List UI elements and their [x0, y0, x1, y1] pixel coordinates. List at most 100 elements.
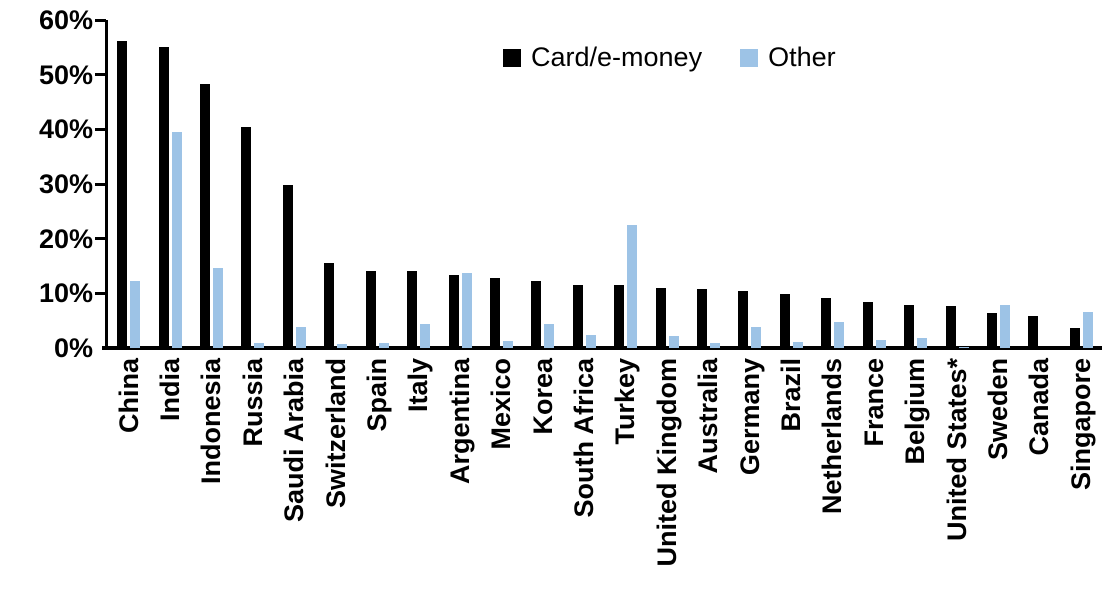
bar-other: [420, 323, 431, 348]
x-label: Indonesia: [196, 358, 227, 485]
x-label-cell: South Africa: [563, 358, 604, 518]
bar-card-e-money: [324, 263, 335, 348]
legend-label-card-e-money: Card/e-money: [531, 42, 703, 72]
bar-other: [254, 343, 265, 348]
bar-other: [171, 131, 182, 348]
y-tick-label: 10%: [38, 278, 93, 309]
bar-other: [502, 341, 513, 348]
y-tick-label: 0%: [53, 333, 93, 363]
x-label-cell: Spain: [356, 358, 397, 432]
x-axis-labels: China India Indonesia Russia Saudi Arabia Swi…: [108, 358, 1102, 566]
bar-group-turkey: [605, 20, 646, 348]
x-label: Argentina: [444, 358, 475, 485]
bar-group-netherlands: [812, 20, 853, 348]
x-label: Italy: [403, 358, 434, 413]
x-label-cell: Italy: [398, 358, 439, 412]
bar-other: [461, 272, 472, 348]
x-label: Germany: [734, 358, 765, 476]
bar-group-south-africa: [564, 20, 605, 348]
bar-card-e-money: [821, 298, 832, 348]
x-label-cell: Belgium: [895, 358, 936, 465]
x-label-cell: Mexico: [481, 358, 522, 450]
y-axis-line: [105, 20, 108, 348]
bar-group-united-kingdom: [646, 20, 687, 348]
y-tick-label: 30%: [38, 169, 93, 199]
x-label: United Kingdom: [651, 358, 682, 567]
bar-card-e-money: [614, 285, 625, 348]
bar-card-e-money: [945, 305, 956, 348]
bar-group-united-states-: [936, 20, 977, 348]
bar-card-e-money: [365, 271, 376, 348]
x-label: Saudi Arabia: [279, 358, 310, 523]
x-label-cell: Singapore: [1060, 358, 1101, 490]
bar-other: [917, 337, 928, 348]
bar-other: [958, 346, 969, 348]
bar-group-belgium: [895, 20, 936, 348]
bar-card-e-money: [779, 293, 790, 348]
bar-card-e-money: [572, 284, 583, 348]
x-label: Canada: [1024, 358, 1055, 456]
bar-group-mexico: [481, 20, 522, 348]
bar-card-e-money: [862, 301, 873, 348]
bar-other: [337, 344, 348, 348]
bar-other: [668, 335, 679, 348]
bar-card-e-money: [655, 287, 666, 348]
bar-group-sweden: [978, 20, 1019, 348]
bar-card-e-money: [117, 40, 128, 348]
x-label: United States*: [941, 358, 972, 542]
y-tick-label: 50%: [38, 59, 93, 90]
x-label: Sweden: [983, 358, 1014, 461]
bar-other: [585, 334, 596, 348]
bar-card-e-money: [738, 291, 749, 348]
x-label-cell: Sweden: [978, 358, 1019, 460]
x-label: Belgium: [900, 358, 931, 465]
x-label: India: [154, 358, 185, 422]
x-label: Brazil: [776, 358, 807, 432]
bar-card-e-money: [489, 278, 500, 348]
x-label: Netherlands: [817, 358, 848, 515]
x-label: Singapore: [1065, 358, 1096, 491]
bar-group-australia: [688, 20, 729, 348]
bar-group-china: [108, 20, 149, 348]
plot-area: [108, 20, 1102, 348]
legend-swatch-card-e-money: [503, 48, 521, 67]
bar-group-spain: [357, 20, 398, 348]
bar-group-brazil: [771, 20, 812, 348]
bar-group-germany: [729, 20, 770, 348]
x-label-cell: United Kingdom: [646, 358, 687, 566]
bar-group-russia: [232, 20, 273, 348]
legend: Card/e-money Other: [503, 44, 836, 71]
x-label-cell: Australia: [688, 358, 729, 474]
x-label-cell: Switzerland: [315, 358, 356, 508]
bar-other: [378, 343, 389, 348]
bar-group-korea: [522, 20, 563, 348]
bar-group-india: [149, 20, 190, 348]
x-label-cell: Turkey: [605, 358, 646, 445]
bar-other: [1082, 312, 1093, 348]
y-tick-40%: [95, 127, 106, 131]
x-label: South Africa: [569, 358, 599, 518]
bar-group-canada: [1019, 20, 1060, 348]
x-label: Switzerland: [320, 358, 351, 509]
bar-card-e-money: [986, 313, 997, 348]
x-axis-line: [102, 346, 1102, 350]
x-label-cell: India: [149, 358, 190, 421]
bar-group-argentina: [439, 20, 480, 348]
bar-card-e-money: [1069, 327, 1080, 348]
bar-card-e-money: [158, 47, 169, 348]
x-label-cell: Netherlands: [812, 358, 853, 514]
bar-group-france: [854, 20, 895, 348]
bar-other: [213, 268, 224, 348]
x-label: Spain: [361, 358, 392, 432]
bar-other: [295, 327, 306, 348]
x-label-cell: Saudi Arabia: [274, 358, 315, 522]
x-label-cell: Germany: [729, 358, 770, 475]
bar-other: [792, 342, 803, 348]
x-label: Russia: [237, 358, 268, 447]
bar-other: [544, 323, 555, 348]
bar-card-e-money: [407, 271, 418, 348]
bar-group-italy: [398, 20, 439, 348]
x-label-cell: Brazil: [771, 358, 812, 432]
y-tick-label: 60%: [38, 5, 93, 35]
